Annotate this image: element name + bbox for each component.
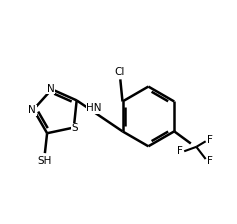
- Text: N: N: [47, 84, 55, 94]
- Text: F: F: [207, 135, 213, 144]
- Text: F: F: [207, 156, 213, 166]
- Text: S: S: [72, 123, 78, 133]
- Text: Cl: Cl: [114, 67, 124, 77]
- Text: SH: SH: [38, 156, 52, 166]
- Text: HN: HN: [86, 103, 102, 113]
- Text: F: F: [177, 146, 183, 156]
- Text: N: N: [28, 105, 36, 115]
